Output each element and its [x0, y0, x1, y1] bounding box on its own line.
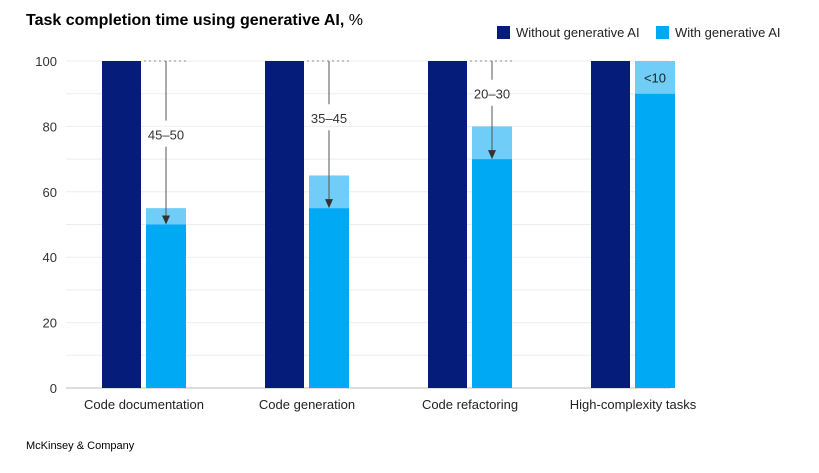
data-label: 20–30 [474, 87, 510, 102]
bar-with-ai [472, 159, 512, 388]
x-tick-label: High-complexity tasks [570, 397, 697, 412]
y-tick-label: 20 [43, 316, 57, 331]
bar-without-ai [102, 61, 141, 388]
y-tick-label: 100 [35, 54, 57, 69]
x-tick-label: Code refactoring [422, 397, 518, 412]
arrow-head [325, 199, 333, 209]
legend-label: With generative AI [675, 25, 781, 40]
x-tick-label: Code generation [259, 397, 355, 412]
data-label: <10 [644, 70, 666, 85]
bar-without-ai [265, 61, 304, 388]
legend-without: Without generative AI [497, 25, 640, 40]
bar-with-ai [309, 208, 349, 388]
bar-with-ai [146, 224, 186, 388]
y-tick-label: 60 [43, 185, 57, 200]
arrow-head [162, 215, 170, 225]
bar-with-ai [635, 93, 675, 388]
legend-swatch [497, 26, 510, 39]
y-tick-label: 40 [43, 250, 57, 265]
legend-label: Without generative AI [516, 25, 640, 40]
legend-with: With generative AI [656, 25, 781, 40]
y-tick-label: 0 [50, 381, 57, 396]
legend-swatch [656, 26, 669, 39]
chart-title: Task completion time using generative AI… [26, 12, 363, 29]
data-label: 35–45 [311, 111, 347, 126]
source-label: McKinsey & Company [26, 440, 135, 452]
data-label: 45–50 [148, 128, 184, 143]
bar-without-ai [428, 61, 467, 388]
arrow-head [488, 150, 496, 160]
y-tick-label: 80 [43, 119, 57, 134]
bar-without-ai [591, 61, 630, 388]
bar-with-ai-range [635, 61, 675, 94]
x-tick-label: Code documentation [84, 397, 204, 412]
